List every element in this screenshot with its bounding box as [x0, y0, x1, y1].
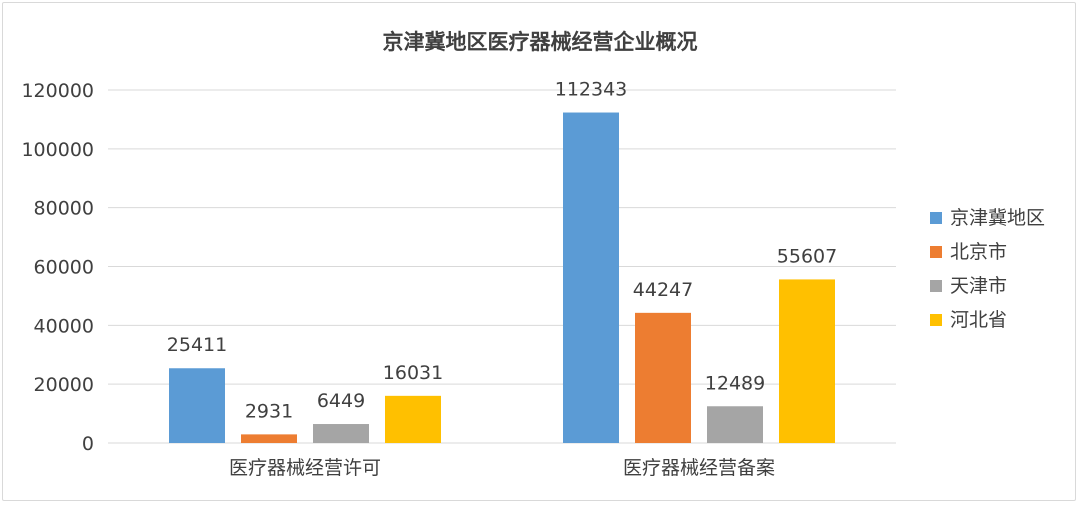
- bar: [313, 424, 369, 443]
- bar: [563, 112, 619, 443]
- bar: [385, 395, 441, 443]
- bar: [241, 434, 297, 443]
- data-labels: 25411 2931 6449 16031 112343 44247 12489 55607: [167, 79, 837, 423]
- y-tick-label: 40000: [34, 315, 94, 337]
- legend-label: 京津冀地区: [950, 207, 1045, 229]
- data-label: 112343: [555, 79, 628, 101]
- data-label: 12489: [705, 372, 765, 394]
- legend-swatch: [930, 212, 942, 224]
- y-tick-label: 80000: [34, 198, 94, 220]
- y-axis: 0 20000 40000 60000 80000 100000 120000: [21, 80, 94, 455]
- x-tick-label: 医疗器械经营许可: [229, 457, 381, 479]
- legend-swatch: [930, 314, 942, 326]
- bar: [169, 368, 225, 443]
- bar: [635, 312, 691, 443]
- y-tick-label: 120000: [21, 80, 94, 102]
- data-label: 6449: [317, 390, 365, 412]
- legend-swatch: [930, 280, 942, 292]
- legend-label: 河北省: [950, 309, 1007, 331]
- y-tick-label: 20000: [34, 374, 94, 396]
- chart-title: 京津冀地区医疗器械经营企业概况: [383, 30, 698, 54]
- y-tick-label: 0: [82, 433, 94, 455]
- x-tick-label: 医疗器械经营备案: [623, 457, 775, 479]
- data-label: 55607: [777, 245, 837, 267]
- bar: [779, 279, 835, 443]
- y-tick-label: 60000: [34, 257, 94, 279]
- y-tick-label: 100000: [21, 139, 94, 161]
- legend-swatch: [930, 246, 942, 258]
- data-label: 44247: [633, 279, 693, 301]
- legend-label: 天津市: [950, 275, 1007, 297]
- data-label: 16031: [383, 362, 443, 384]
- gridlines: [108, 89, 896, 444]
- bars: [169, 112, 835, 443]
- x-axis: 医疗器械经营许可 医疗器械经营备案: [229, 457, 775, 479]
- legend-label: 北京市: [950, 241, 1007, 263]
- bar: [707, 406, 763, 443]
- data-label: 2931: [245, 400, 293, 422]
- chart-border: [2, 2, 1076, 501]
- data-label: 25411: [167, 334, 227, 356]
